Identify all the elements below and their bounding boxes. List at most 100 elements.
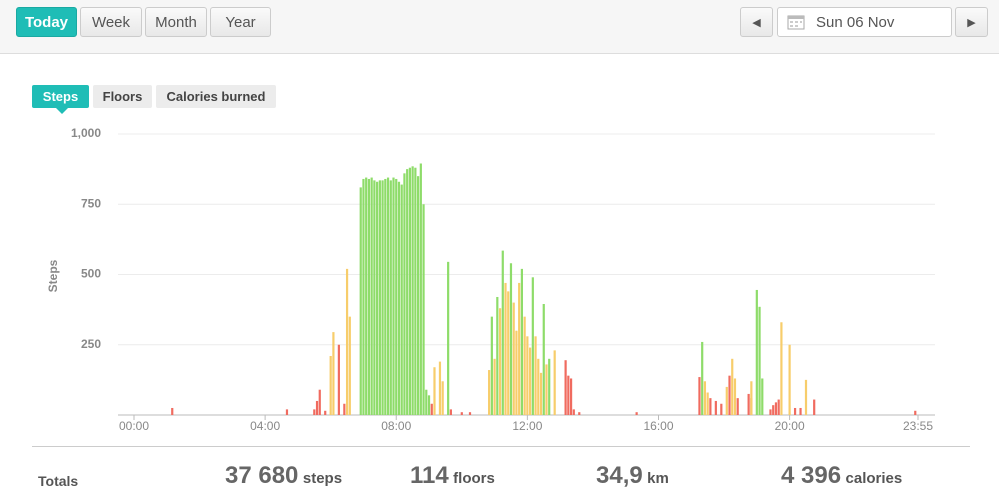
- x-tick-label: 16:00: [643, 419, 673, 433]
- bar: [747, 393, 750, 415]
- total: 114 floors: [410, 462, 495, 490]
- bar: [370, 177, 373, 415]
- bar: [539, 372, 543, 415]
- total-value: 4 396: [781, 462, 842, 489]
- bar: [447, 261, 450, 415]
- period-button[interactable]: Today: [16, 7, 77, 37]
- y-tick-label: 250: [81, 337, 101, 351]
- bar: [488, 370, 491, 415]
- bar: [736, 398, 739, 415]
- bar: [378, 180, 381, 415]
- bar: [384, 178, 387, 415]
- total-unit: floors: [453, 470, 495, 487]
- bar: [493, 358, 496, 415]
- x-tick-label: 04:00: [250, 419, 280, 433]
- bar: [564, 360, 567, 415]
- bar: [318, 389, 321, 415]
- bar: [523, 316, 526, 415]
- bar: [397, 181, 401, 415]
- bar: [504, 282, 507, 415]
- bar: [698, 377, 701, 415]
- bar: [408, 167, 412, 415]
- x-tick-label: 23:55: [903, 419, 933, 433]
- bar: [755, 289, 758, 415]
- date-label: Sun 06 Nov: [816, 14, 895, 31]
- total-unit: calories: [845, 470, 903, 487]
- bar: [572, 409, 575, 415]
- total: 34,9 km: [596, 462, 669, 490]
- bar: [542, 304, 545, 415]
- bar: [569, 378, 573, 415]
- bar: [433, 367, 436, 415]
- period-button[interactable]: Week: [80, 7, 142, 37]
- bar: [400, 184, 403, 415]
- bar: [804, 379, 808, 415]
- metric-tab[interactable]: Calories burned: [156, 85, 276, 108]
- bar: [324, 410, 327, 415]
- bar: [520, 268, 524, 415]
- bar: [438, 361, 442, 415]
- bar: [501, 250, 504, 415]
- bar: [441, 381, 444, 415]
- x-tick-label: 08:00: [381, 419, 411, 433]
- next-button[interactable]: ▶: [955, 7, 988, 37]
- metric-tab[interactable]: Steps: [32, 85, 89, 108]
- bar: [777, 399, 780, 415]
- bar: [526, 336, 529, 415]
- bar: [578, 412, 581, 415]
- bar: [548, 358, 551, 415]
- total-value: 37 680: [225, 462, 299, 489]
- bar: [490, 316, 493, 415]
- divider: [32, 446, 970, 447]
- bar: [468, 412, 472, 415]
- bar: [793, 407, 797, 415]
- bar: [531, 277, 534, 415]
- bar: [359, 187, 362, 415]
- bar: [512, 302, 515, 415]
- bar: [498, 308, 502, 415]
- bar: [534, 336, 537, 415]
- bar: [537, 358, 540, 415]
- bar: [373, 180, 376, 415]
- bar: [774, 402, 778, 415]
- calendar-icon: [787, 15, 805, 30]
- bar: [914, 410, 917, 415]
- bar: [733, 378, 737, 415]
- bar: [348, 316, 351, 415]
- bar: [769, 409, 772, 415]
- bar: [332, 332, 335, 415]
- x-tick-label: 20:00: [775, 419, 805, 433]
- bar: [709, 398, 712, 415]
- y-tick-label: 750: [81, 196, 101, 210]
- bar: [701, 341, 704, 415]
- bar: [703, 381, 707, 415]
- bar: [515, 330, 518, 415]
- total: 4 396 calories: [781, 462, 902, 490]
- total: 37 680 steps: [225, 462, 342, 490]
- bar: [750, 381, 753, 415]
- bar: [392, 177, 395, 415]
- bar: [345, 268, 349, 415]
- bar: [545, 364, 548, 415]
- bar: [381, 180, 384, 415]
- metric-tab[interactable]: Floors: [93, 85, 152, 108]
- total-value: 34,9: [596, 462, 643, 489]
- bar: [285, 409, 289, 415]
- date-picker[interactable]: Sun 06 Nov: [777, 7, 952, 37]
- bar: [772, 405, 775, 415]
- bar: [337, 344, 340, 415]
- bar: [788, 344, 791, 415]
- bar: [509, 263, 513, 415]
- bar: [720, 403, 723, 415]
- bar: [367, 178, 371, 415]
- prev-button[interactable]: ◀: [740, 7, 773, 37]
- bar: [329, 355, 332, 415]
- bar: [731, 358, 734, 415]
- period-button[interactable]: Month: [145, 7, 207, 37]
- period-button[interactable]: Year: [210, 7, 271, 37]
- toolbar: Today Week Month Year ◀ Sun 06 Nov ▶: [0, 0, 999, 54]
- bar: [758, 306, 761, 415]
- bar: [425, 389, 428, 415]
- bar: [419, 163, 422, 415]
